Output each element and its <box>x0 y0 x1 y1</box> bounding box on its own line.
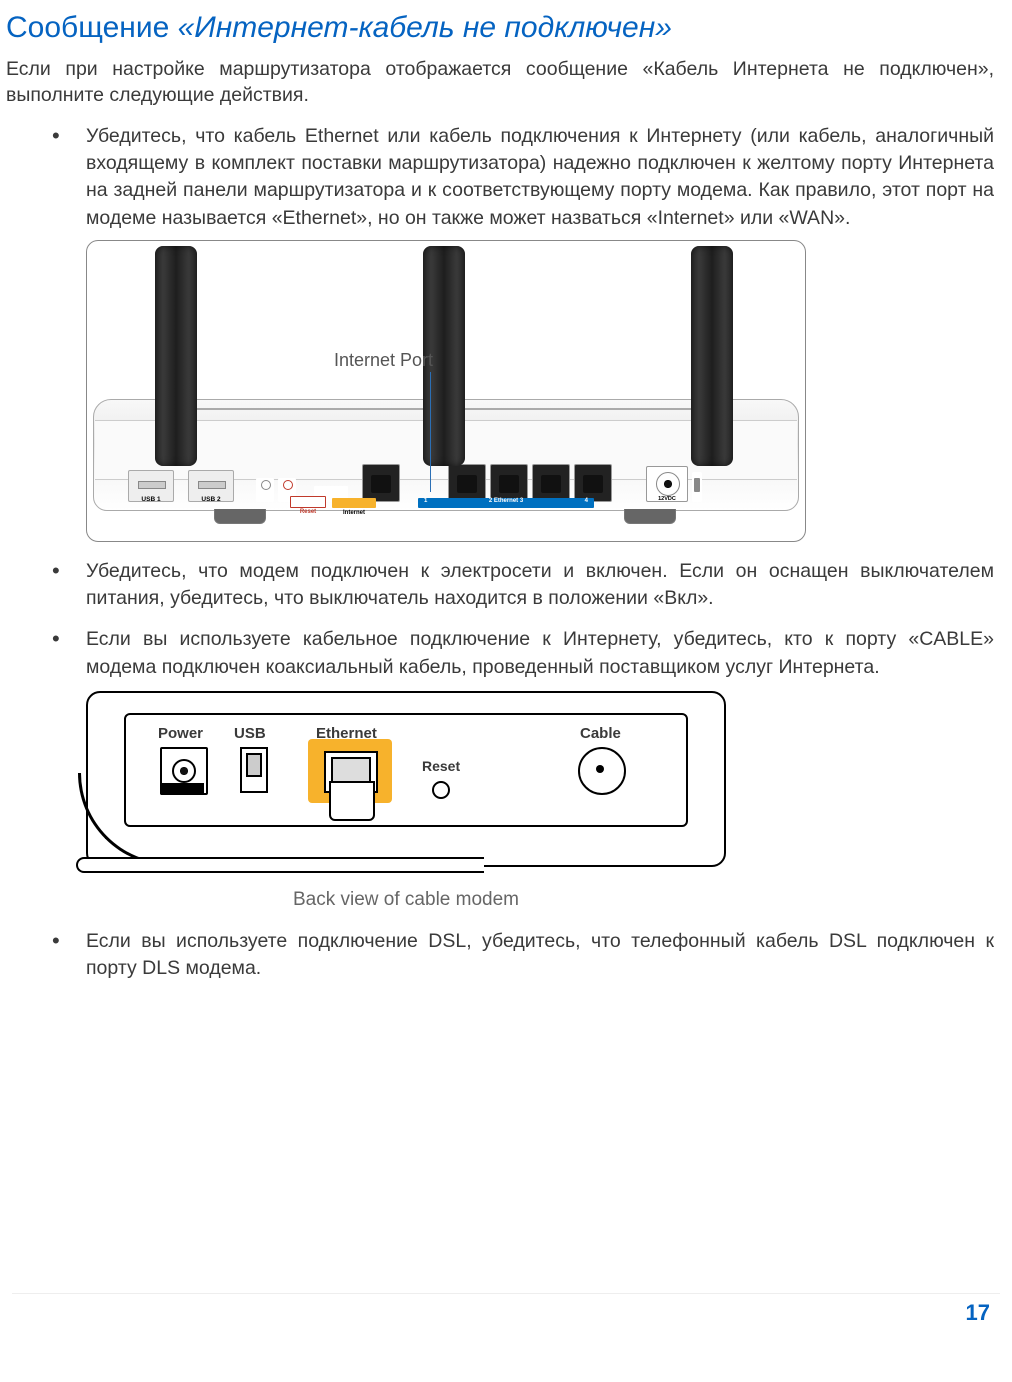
usb1-label: USB 1 <box>129 495 173 504</box>
bullet-list: Убедитесь, что кабель Ethernet или кабел… <box>52 123 994 983</box>
list-item: Убедитесь, что кабель Ethernet или кабел… <box>52 123 994 542</box>
internet-port-icon <box>362 464 400 502</box>
list-item: Если вы используете подключение DSL, убе… <box>52 928 994 983</box>
modem-reset-label: Reset <box>422 757 460 777</box>
router-figure: Internet Port USB 1 USB 2 <box>86 240 806 542</box>
ethernet-port-icon <box>448 464 486 502</box>
eth1-label: 1 <box>424 497 427 507</box>
modem-cable-port-icon <box>578 747 626 795</box>
internet-label: Internet <box>343 510 365 516</box>
ethernet-port-icon <box>532 464 570 502</box>
modem-base-lip <box>76 857 484 873</box>
page-title: Сообщение «Интернет-кабель не подключен» <box>6 10 994 46</box>
usb1-port: USB 1 <box>128 470 174 502</box>
modem-usb-label: USB <box>234 723 266 744</box>
router-foot <box>624 509 676 524</box>
modem-power-label: Power <box>158 723 203 744</box>
list-item: Убедитесь, что модем подключен к электро… <box>52 558 994 613</box>
internet-port-callout-label: Internet Port <box>334 348 433 373</box>
reset-label-bar: Reset <box>290 496 326 508</box>
router-box: USB 1 USB 2 <box>86 240 806 542</box>
router-foot <box>214 509 266 524</box>
power-port: 12VDC <box>646 466 688 502</box>
page-number: 17 <box>966 1300 990 1326</box>
internet-label-bar: Internet <box>332 498 376 508</box>
power-switch-icon <box>692 472 702 502</box>
intro-paragraph: Если при настройке маршрутизатора отобра… <box>6 56 994 109</box>
title-plain: Сообщение <box>6 11 178 44</box>
ethernet-plug-icon <box>329 781 375 821</box>
power-label: 12VDC <box>647 496 687 504</box>
footer-separator <box>12 1293 1000 1294</box>
router-antenna <box>691 246 733 466</box>
reset-label: Reset <box>300 509 316 515</box>
usb2-port: USB 2 <box>188 470 234 502</box>
led-icon <box>256 478 274 502</box>
title-emph: «Интернет-кабель не подключен» <box>178 11 672 44</box>
list-item-text: Убедитесь, что кабель Ethernet или кабел… <box>86 125 994 229</box>
ethernet-cable-icon <box>78 773 311 866</box>
page: Сообщение «Интернет-кабель не подключен»… <box>0 0 1012 1340</box>
ethernet-label-bar: 1 2 Ethernet 3 4 <box>418 498 594 508</box>
modem-caption: Back view of cable modem <box>86 887 726 914</box>
usb2-label: USB 2 <box>189 495 233 504</box>
router-antenna <box>155 246 197 466</box>
list-item-text: Если вы используете кабельное подключени… <box>86 628 994 677</box>
modem-frame: Power USB Ethernet Cable Reset <box>86 691 726 867</box>
eth-mid-label: 2 Ethernet 3 <box>489 497 523 507</box>
internet-port-callout-line <box>430 372 431 492</box>
list-item-text: Если вы используете подключение DSL, убе… <box>86 930 994 979</box>
list-item: Если вы используете кабельное подключени… <box>52 626 994 913</box>
eth4-label: 4 <box>585 497 588 507</box>
list-item-text: Убедитесь, что модем подключен к электро… <box>86 560 994 609</box>
modem-cable-label: Cable <box>580 723 621 744</box>
modem-reset-hole-icon <box>432 781 450 799</box>
modem-figure: Power USB Ethernet Cable Reset <box>86 691 726 914</box>
ethernet-port-icon <box>574 464 612 502</box>
